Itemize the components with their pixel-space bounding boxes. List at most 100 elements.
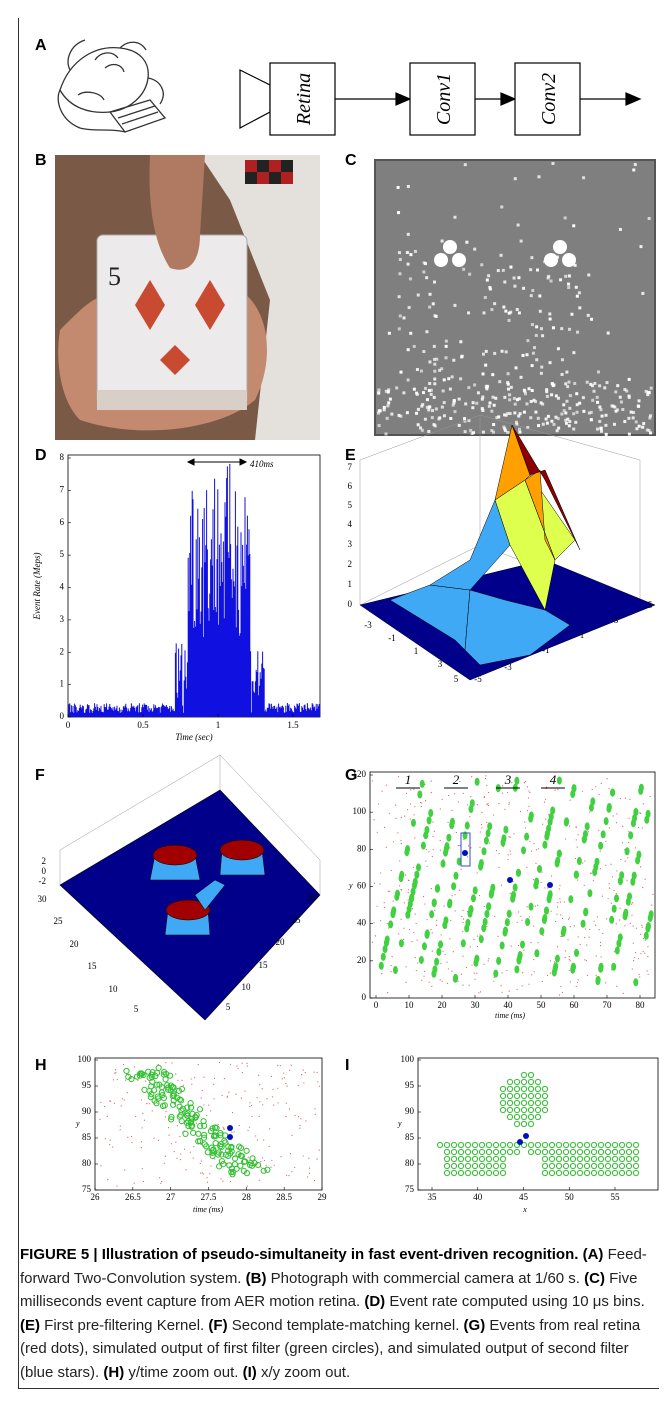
red-event: [619, 797, 621, 800]
red-event: [228, 1091, 230, 1093]
speckle: [649, 386, 653, 390]
green-event: [499, 1169, 507, 1177]
speckle: [513, 177, 517, 181]
red-event: [642, 803, 644, 805]
speckle: [506, 411, 510, 415]
green-event: [534, 949, 540, 958]
red-event: [507, 858, 509, 861]
red-event: [297, 1084, 299, 1087]
speckle: [452, 401, 456, 405]
red-event: [288, 1108, 290, 1110]
green-event: [225, 1143, 232, 1150]
red-event: [288, 1175, 290, 1177]
speckle: [603, 386, 607, 390]
red-event: [400, 839, 402, 842]
green-event: [562, 1155, 570, 1163]
speckle: [519, 375, 523, 379]
red-event: [137, 1079, 139, 1081]
speckle: [526, 339, 530, 343]
red-event: [203, 1104, 205, 1106]
red-event: [241, 1062, 243, 1064]
red-event: [130, 1135, 133, 1138]
red-event: [436, 924, 438, 926]
axis-tick-label: 2: [42, 856, 47, 866]
green-event: [597, 1155, 605, 1163]
speckle: [428, 292, 432, 296]
speckle: [513, 402, 517, 406]
speckle: [575, 403, 579, 407]
y-tick-label: 120: [353, 769, 367, 779]
green-event: [440, 859, 446, 868]
red-event: [431, 950, 433, 952]
speckle: [531, 351, 535, 355]
green-event: [583, 1148, 591, 1156]
speckle: [406, 184, 410, 188]
speckle: [471, 406, 475, 410]
red-event: [441, 980, 443, 982]
red-event: [157, 1139, 160, 1141]
red-event: [454, 910, 456, 912]
green-event: [464, 1155, 472, 1163]
green-event: [209, 1125, 216, 1132]
green-event: [597, 1148, 605, 1156]
red-event: [273, 1164, 275, 1166]
red-event: [279, 1065, 281, 1067]
green-event: [484, 909, 490, 918]
red-event: [256, 1097, 258, 1099]
speckle: [518, 427, 522, 431]
speckle: [469, 428, 473, 432]
red-event: [182, 1084, 185, 1086]
red-event: [535, 862, 537, 865]
red-event: [214, 1158, 216, 1160]
speckle: [463, 163, 467, 167]
green-event: [175, 1087, 183, 1094]
red-event: [246, 1062, 248, 1065]
green-event: [528, 811, 534, 820]
green-event: [590, 1162, 598, 1170]
speckle: [582, 409, 586, 413]
red-event: [568, 969, 570, 972]
red-event: [613, 889, 615, 892]
green-event: [209, 1147, 216, 1154]
speckle: [425, 405, 429, 409]
green-event: [230, 1168, 237, 1176]
green-event: [478, 935, 484, 944]
red-event: [181, 1079, 183, 1081]
red-event: [432, 835, 434, 838]
red-event: [610, 863, 612, 865]
red-event: [404, 815, 406, 817]
speckle: [574, 285, 578, 289]
green-event: [492, 1148, 500, 1156]
red-event: [413, 814, 415, 816]
red-event: [567, 918, 570, 920]
y-tick-label: 5: [60, 549, 65, 559]
red-event: [112, 1079, 115, 1081]
speckle: [568, 419, 572, 423]
green-event: [398, 874, 404, 883]
red-event: [576, 981, 579, 984]
speckle: [556, 396, 560, 400]
green-event: [499, 1162, 507, 1170]
red-event: [371, 941, 374, 943]
green-event: [632, 814, 638, 823]
green-event: [534, 1085, 542, 1093]
red-event: [513, 833, 515, 835]
red-event: [159, 1177, 161, 1179]
red-event: [608, 787, 610, 790]
speckle: [599, 427, 603, 431]
green-event: [197, 1123, 204, 1130]
green-event: [623, 910, 629, 919]
green-event: [201, 1122, 208, 1129]
speckle: [425, 398, 429, 402]
speckle: [467, 311, 471, 315]
speckle: [567, 327, 571, 331]
red-event: [497, 935, 499, 937]
speckle: [517, 397, 521, 401]
red-event: [190, 1078, 192, 1080]
speckle: [632, 168, 636, 172]
red-event: [599, 941, 602, 943]
red-event: [568, 958, 570, 961]
red-event: [466, 804, 469, 806]
red-event: [646, 970, 648, 972]
red-event: [561, 991, 564, 994]
